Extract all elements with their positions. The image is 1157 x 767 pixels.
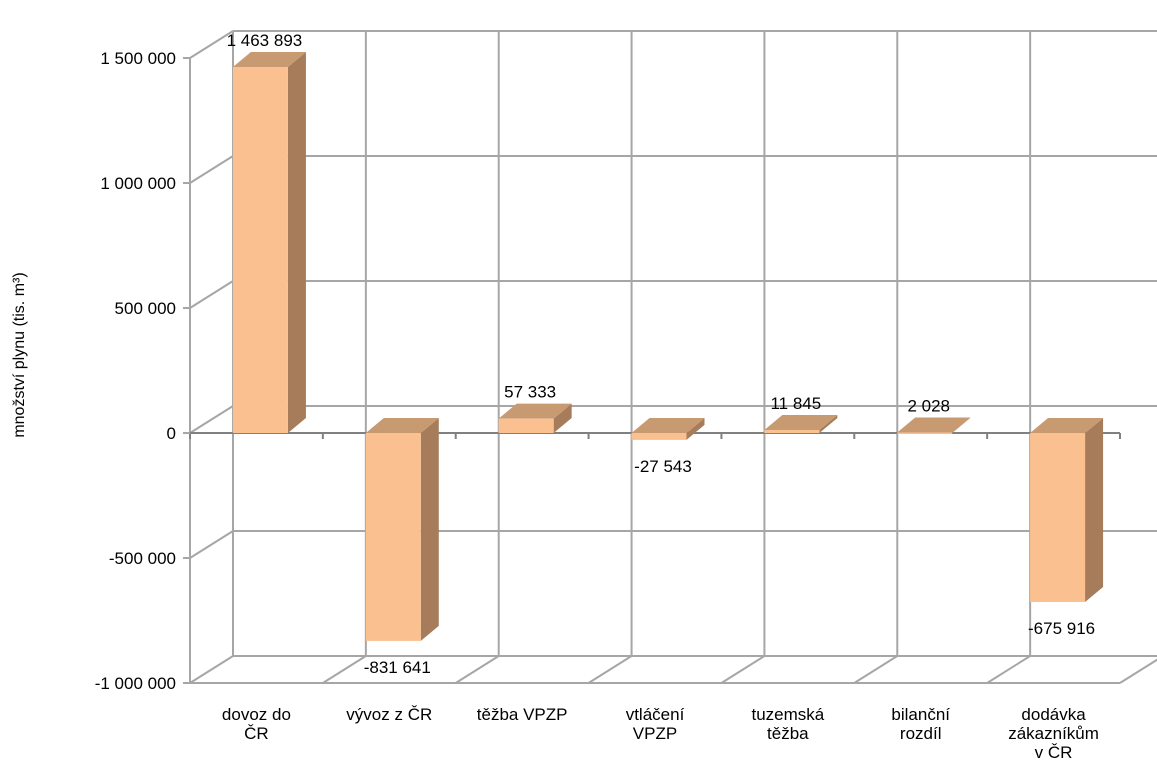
category-label: rozdíl — [900, 724, 942, 743]
left-wall-gridline — [189, 30, 234, 59]
data-label: -27 543 — [634, 457, 692, 476]
floor-diagonal — [455, 655, 500, 684]
bar — [498, 403, 572, 433]
y-tick-label: 1 500 000 — [100, 49, 176, 68]
bar-top-face — [498, 403, 572, 419]
left-wall-gridline — [189, 155, 234, 184]
bar — [631, 418, 705, 440]
bar-top-face — [232, 52, 306, 68]
y-axis-title: množství plynu (tis. m³) — [11, 272, 28, 437]
bar-top-face — [764, 415, 838, 431]
category-label: ČR — [244, 724, 269, 743]
bar — [764, 415, 838, 433]
floor-diagonal — [853, 655, 898, 684]
floor-diagonal — [720, 655, 765, 684]
category-label: vtláčení — [626, 705, 685, 724]
y-tick-label: 1 000 000 — [100, 174, 176, 193]
labels: 1 500 000 1 000 000 500 000 0 -500 000 -1 000… — [95, 31, 1099, 762]
category-label: v ČR — [1035, 743, 1073, 762]
y-tick-label: -500 000 — [109, 549, 176, 568]
data-label: 2 028 — [907, 396, 950, 415]
bars — [232, 52, 1104, 641]
category-label: bilanční — [891, 705, 950, 724]
bar-side-face — [952, 417, 971, 433]
gridlines — [189, 30, 1157, 684]
floor-diagonal — [322, 655, 367, 684]
bar-top-face — [1030, 418, 1104, 433]
category-label: dodávka — [1021, 705, 1086, 724]
category-label: vývoz z ČR — [346, 705, 432, 724]
floor-diagonal — [986, 655, 1031, 684]
data-label: 1 463 893 — [227, 31, 303, 50]
bar-front-face — [232, 67, 288, 434]
category-label: dovoz do — [222, 705, 291, 724]
bar-front-face — [365, 433, 421, 641]
left-wall-gridline — [189, 530, 234, 559]
left-wall-gridline — [189, 405, 234, 434]
bar-side-face — [553, 403, 572, 433]
bar-side-face — [287, 52, 306, 434]
bar — [897, 417, 971, 434]
bar-top-face — [897, 417, 971, 433]
bar-side-face — [686, 418, 705, 440]
axes — [183, 57, 1121, 684]
bar-front-face — [897, 432, 953, 434]
category-label: zákazníkům — [1008, 724, 1099, 743]
category-label: těžba VPZP — [477, 705, 568, 724]
data-label: 57 333 — [504, 383, 556, 402]
bar — [365, 418, 439, 641]
bar — [1030, 418, 1104, 602]
bar-top-face — [631, 418, 705, 433]
left-wall-gridline — [189, 280, 234, 309]
data-label: -675 916 — [1028, 619, 1095, 638]
category-label: tuzemská — [751, 705, 824, 724]
bar-front-face — [764, 430, 820, 433]
bar-side-face — [819, 415, 838, 433]
bar-front-face — [498, 418, 554, 433]
y-tick-label: -1 000 000 — [95, 674, 176, 693]
bar — [232, 52, 306, 434]
y-tick-label: 500 000 — [115, 299, 176, 318]
y-tick-label: 0 — [167, 424, 176, 443]
bar-front-face — [1030, 433, 1086, 602]
data-label: -831 641 — [364, 658, 431, 677]
bar-side-face — [420, 418, 439, 641]
data-label: 11 845 — [770, 394, 821, 413]
floor-right-edge — [1119, 658, 1157, 684]
category-label: těžba — [767, 724, 809, 743]
bar-top-face — [365, 418, 439, 433]
left-wall-gridline — [189, 655, 234, 684]
floor-diagonal — [588, 655, 633, 684]
category-label: VPZP — [633, 724, 677, 743]
bar-side-face — [1085, 418, 1104, 602]
bar-front-face — [631, 433, 687, 440]
